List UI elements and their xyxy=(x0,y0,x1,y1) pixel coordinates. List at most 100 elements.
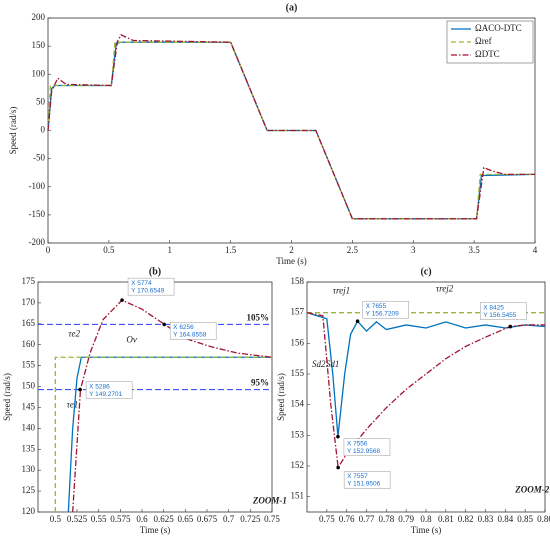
y-tick-label: 130 xyxy=(22,464,36,474)
y-tick-label: 158 xyxy=(291,276,305,286)
plot-area xyxy=(37,281,273,513)
datatip-point xyxy=(162,322,166,327)
y-tick-label: 145 xyxy=(22,402,36,412)
x-tick-label: 0.81 xyxy=(438,514,454,524)
y-tick-label: 151 xyxy=(291,491,305,501)
x-tick-label: 0.76 xyxy=(339,514,355,524)
legend-label: ΩDTC xyxy=(475,49,500,59)
y-axis-label: Speed (rad/s) xyxy=(8,107,18,155)
reference-label: 95% xyxy=(251,378,269,388)
y-tick-label: 165 xyxy=(22,318,36,328)
x-tick-label: 0.5 xyxy=(50,514,62,524)
x-tick-label: 0.625 xyxy=(154,514,175,524)
datatip-text: Y 151.9506 xyxy=(347,481,381,488)
datatip-text: X 7655 xyxy=(366,303,387,310)
y-tick-label: 150 xyxy=(32,40,46,50)
series-line xyxy=(306,312,546,437)
datatip-text: Y 164.8558 xyxy=(173,332,207,339)
x-axis-label: Time (s) xyxy=(140,525,170,535)
datatip-point xyxy=(336,465,340,470)
datatip-text: X 5774 xyxy=(131,280,152,287)
annotation: τrej1 xyxy=(333,285,350,295)
x-tick-label: 0.675 xyxy=(197,514,218,524)
y-tick-label: -50 xyxy=(33,153,45,163)
datatip-box xyxy=(85,381,133,399)
series-line xyxy=(47,34,535,220)
x-tick-label: 3.5 xyxy=(469,245,481,255)
datatip-point xyxy=(336,434,340,439)
annotation: Sd1 xyxy=(326,359,340,369)
x-tick-label: 0.75 xyxy=(264,514,280,524)
chart: (a) 0 0.5 1 1.5 2 2.5 3 3.5 4 -200 -150 -100 -50 0 50 10… xyxy=(8,2,538,266)
y-tick-label: 50 xyxy=(36,96,46,106)
y-tick-label: 154 xyxy=(291,399,305,409)
x-tick-label: 0.83 xyxy=(478,514,494,524)
annotation: ZOOM-1 xyxy=(252,496,287,506)
datatip-text: Y 156.5455 xyxy=(483,312,517,319)
datatip-point xyxy=(508,324,513,329)
y-tick-label: 155 xyxy=(291,368,305,378)
datatip-text: Y 156.7209 xyxy=(366,310,400,317)
x-tick-label: 1.5 xyxy=(225,245,237,255)
x-tick-label: 0.85 xyxy=(517,514,533,524)
datatip-text: X 5286 xyxy=(89,383,110,390)
y-tick-label: 170 xyxy=(22,297,36,307)
datatip-box xyxy=(480,302,527,320)
y-tick-label: 200 xyxy=(32,12,46,22)
datatip-box xyxy=(362,300,409,319)
x-tick-label: 1 xyxy=(168,245,173,255)
datatip-text: X 7556 xyxy=(347,440,368,447)
legend-label: ΩACO-DTC xyxy=(475,23,522,33)
y-tick-label: 157 xyxy=(291,307,305,317)
y-axis-label: Speed (rad/s) xyxy=(2,373,12,421)
series-line xyxy=(47,41,535,220)
y-tick-label: 125 xyxy=(22,485,36,495)
datatip-box xyxy=(343,438,391,456)
y-tick-label: 175 xyxy=(22,276,36,286)
x-axis-label: Time (s) xyxy=(411,525,441,535)
annotation: τe2 xyxy=(68,328,80,338)
datatip-point xyxy=(355,319,360,324)
datatip-text: Y 152.9568 xyxy=(347,448,381,455)
series-line xyxy=(72,299,273,513)
x-tick-label: 0.525 xyxy=(67,514,88,524)
chart-title: (b) xyxy=(149,266,161,277)
datatip-text: X 7557 xyxy=(347,473,368,480)
x-tick-label: 0 xyxy=(46,245,51,255)
y-tick-label: 0 xyxy=(41,125,46,135)
chart: (c)0.75 0.76 0.77 0.78 0.79 0.8 0.81 0.82 0.83 0.… xyxy=(276,266,550,535)
y-tick-label: 135 xyxy=(22,443,36,453)
y-tick-label: 160 xyxy=(22,339,36,349)
y-tick-label: -100 xyxy=(29,181,46,191)
x-tick-label: 0.5 xyxy=(103,245,115,255)
series-line xyxy=(306,312,545,470)
datatip-text: X 6256 xyxy=(173,324,194,331)
chart: (b) 0.5 0.525 0.55 0.575 0.6 0.625 0.65 0.675 0.7… xyxy=(2,266,287,535)
y-tick-label: 120 xyxy=(22,506,36,516)
y-tick-label: 156 xyxy=(291,337,305,347)
x-tick-label: 0.7 xyxy=(223,514,235,524)
annotation: Sd2 xyxy=(312,359,326,369)
x-tick-label: 0.82 xyxy=(458,514,474,524)
datatip-point xyxy=(120,298,124,302)
y-tick-label: 155 xyxy=(22,360,36,370)
y-tick-label: 140 xyxy=(22,422,36,432)
x-tick-label: 0.575 xyxy=(110,514,131,524)
y-axis-label: Speed (rad/s) xyxy=(276,373,286,421)
x-tick-label: 0.75 xyxy=(319,514,335,524)
x-tick-label: 0.78 xyxy=(378,514,394,524)
y-tick-label: -200 xyxy=(29,237,46,247)
y-tick-label: 153 xyxy=(291,429,305,439)
x-tick-label: 0.79 xyxy=(398,514,414,524)
datatip-point xyxy=(78,387,82,392)
chart-title: (a) xyxy=(286,2,298,13)
x-axis-label: Time (s) xyxy=(276,256,306,266)
datatip-text: Y 149.2701 xyxy=(89,391,123,398)
x-tick-label: 0.84 xyxy=(497,514,513,524)
y-tick-label: 100 xyxy=(32,68,46,78)
x-tick-label: 0.77 xyxy=(359,514,375,524)
x-tick-label: 0.6 xyxy=(136,514,148,524)
datatip-box xyxy=(169,322,217,340)
annotation: τe1 xyxy=(67,399,79,409)
